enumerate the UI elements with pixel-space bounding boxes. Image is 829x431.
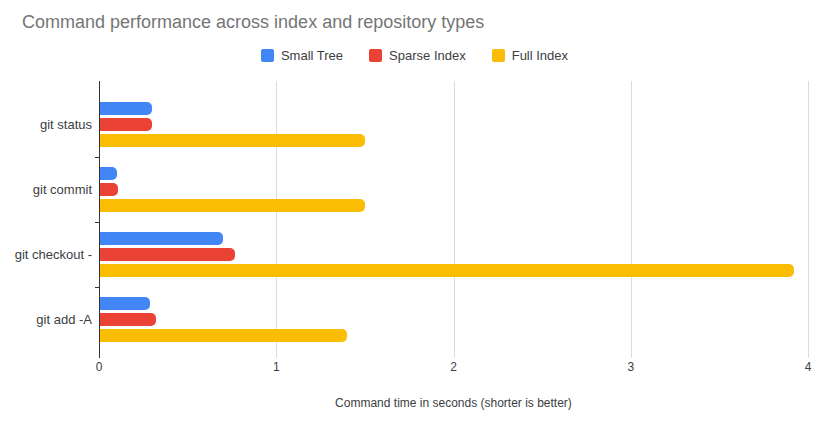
bar-sparse-index-git-commit [99, 183, 118, 196]
bar-small-tree-git-checkout [99, 232, 223, 245]
category-axis-tick [95, 157, 99, 158]
bar-full-index-git-commit [99, 199, 365, 212]
bar-full-index-git-checkout [99, 264, 794, 277]
legend-item-sparse-index: Sparse Index [369, 48, 466, 63]
legend-swatch-sparse-index [369, 49, 382, 62]
x-tick-label-0: 0 [96, 360, 103, 374]
category-label: git status [40, 92, 92, 157]
legend-label: Sparse Index [389, 48, 466, 63]
category-row-git-status: git status [99, 92, 808, 157]
legend-label: Full Index [512, 48, 568, 63]
x-tick-label-4: 4 [805, 360, 812, 374]
legend-swatch-small-tree [261, 49, 274, 62]
x-tick-label-2: 2 [450, 360, 457, 374]
x-axis-title: Command time in seconds (shorter is bett… [99, 396, 808, 410]
x-axis-tick-labels: 01234 [99, 360, 808, 376]
category-label: git commit [33, 157, 92, 222]
bar-small-tree-git-add-a [99, 297, 150, 310]
category-row-git-add-a: git add -A [99, 287, 808, 352]
legend: Small Tree Sparse Index Full Index [0, 48, 829, 63]
legend-label: Small Tree [281, 48, 343, 63]
bar-sparse-index-git-add-a [99, 313, 156, 326]
legend-swatch-full-index [492, 49, 505, 62]
bar-sparse-index-git-checkout [99, 248, 235, 261]
bar-chart: Command performance across index and rep… [0, 0, 829, 431]
bar-group [99, 92, 808, 147]
bar-full-index-git-add-a [99, 329, 347, 342]
category-axis-tick [95, 287, 99, 288]
legend-item-full-index: Full Index [492, 48, 568, 63]
x-tick-label-1: 1 [273, 360, 280, 374]
bar-small-tree-git-status [99, 102, 152, 115]
bar-group [99, 222, 808, 277]
plot-area: git statusgit commitgit checkout -git ad… [99, 81, 808, 352]
bar-group [99, 157, 808, 212]
category-label: git checkout - [15, 222, 92, 287]
bar-group [99, 287, 808, 342]
x-tick-label-3: 3 [627, 360, 634, 374]
legend-item-small-tree: Small Tree [261, 48, 343, 63]
category-axis-tick [95, 222, 99, 223]
category-row-git-commit: git commit [99, 157, 808, 222]
category-label: git add -A [36, 287, 92, 352]
bar-small-tree-git-commit [99, 167, 117, 180]
bar-full-index-git-status [99, 134, 365, 147]
category-rows: git statusgit commitgit checkout -git ad… [99, 81, 808, 352]
y-axis-line [99, 81, 100, 358]
category-row-git-checkout: git checkout - [99, 222, 808, 287]
bar-sparse-index-git-status [99, 118, 152, 131]
chart-title: Command performance across index and rep… [22, 12, 484, 33]
gridline-4 [808, 81, 809, 358]
